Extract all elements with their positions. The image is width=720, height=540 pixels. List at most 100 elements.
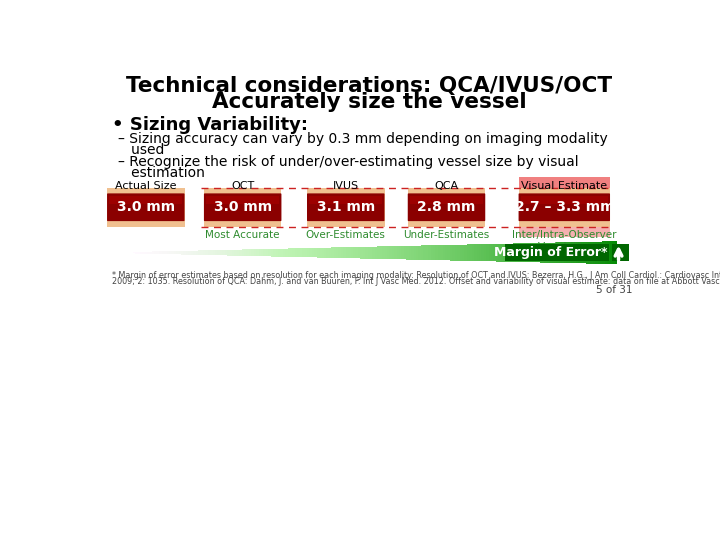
Bar xyxy=(402,246,404,259)
Bar xyxy=(593,242,595,264)
Bar xyxy=(171,251,174,254)
FancyBboxPatch shape xyxy=(107,193,184,221)
Bar xyxy=(109,195,182,204)
Bar xyxy=(489,244,491,261)
Bar xyxy=(157,252,159,254)
Bar xyxy=(370,247,372,259)
Text: Visual Estimate: Visual Estimate xyxy=(521,181,608,191)
Bar xyxy=(559,242,562,263)
Bar xyxy=(583,242,585,264)
Text: 5 of 31: 5 of 31 xyxy=(596,285,632,295)
Bar xyxy=(135,252,138,253)
Bar xyxy=(164,251,166,254)
Bar xyxy=(598,241,600,264)
Bar xyxy=(152,252,154,254)
Bar xyxy=(527,243,530,262)
Text: – Recognize the risk of under/over-estimating vessel size by visual: – Recognize the risk of under/over-estim… xyxy=(118,155,579,169)
Bar xyxy=(210,250,212,255)
Bar xyxy=(590,242,593,264)
Text: 3.0 mm: 3.0 mm xyxy=(117,200,175,214)
Bar xyxy=(348,247,351,258)
Bar xyxy=(363,247,365,259)
Bar xyxy=(503,244,505,262)
Bar xyxy=(390,246,392,259)
Bar xyxy=(462,245,464,261)
Bar xyxy=(420,246,423,260)
Bar xyxy=(237,249,239,256)
Bar xyxy=(546,242,549,262)
Bar xyxy=(174,251,176,254)
Bar xyxy=(518,244,520,262)
Bar xyxy=(392,246,394,259)
Bar xyxy=(295,248,297,257)
Bar xyxy=(227,250,230,255)
Bar xyxy=(358,247,360,259)
Bar xyxy=(384,246,387,259)
Bar xyxy=(516,244,518,262)
Bar xyxy=(244,249,246,256)
Bar xyxy=(603,241,605,264)
Bar xyxy=(324,248,326,258)
Text: Technical considerations: QCA/IVUS/OCT: Technical considerations: QCA/IVUS/OCT xyxy=(126,76,612,96)
Bar xyxy=(206,195,279,204)
Bar xyxy=(491,244,493,261)
Bar xyxy=(154,252,157,254)
Bar xyxy=(554,242,557,263)
Bar xyxy=(612,244,629,261)
Bar xyxy=(486,244,489,261)
Bar xyxy=(365,247,367,259)
Bar xyxy=(464,245,467,261)
Bar xyxy=(569,242,571,263)
Bar xyxy=(610,241,612,264)
FancyBboxPatch shape xyxy=(307,193,384,221)
Text: Inter/Intra-Observer
Variability: Inter/Intra-Observer Variability xyxy=(512,230,616,252)
Bar xyxy=(510,244,513,262)
Bar xyxy=(207,250,210,255)
Bar xyxy=(537,243,539,262)
Bar xyxy=(302,248,305,257)
FancyBboxPatch shape xyxy=(408,193,485,221)
Bar xyxy=(375,247,377,259)
Bar xyxy=(496,244,498,261)
Bar xyxy=(189,251,191,255)
Bar xyxy=(310,248,312,258)
Bar xyxy=(300,248,302,257)
Bar xyxy=(523,243,525,262)
Bar xyxy=(518,226,610,237)
Bar xyxy=(198,251,200,255)
Bar xyxy=(445,245,447,260)
Bar xyxy=(232,249,234,255)
Bar xyxy=(319,248,322,258)
Bar xyxy=(169,251,171,254)
Bar xyxy=(479,244,482,261)
Bar xyxy=(292,248,295,257)
Bar xyxy=(317,248,319,258)
Bar xyxy=(518,188,610,226)
Bar xyxy=(253,249,256,256)
Bar xyxy=(273,249,276,256)
Bar xyxy=(341,247,343,258)
Text: 3.1 mm: 3.1 mm xyxy=(317,200,375,214)
Bar xyxy=(428,245,431,260)
Bar xyxy=(394,246,397,259)
Bar xyxy=(181,251,184,254)
Bar xyxy=(333,247,336,258)
Bar xyxy=(508,244,510,262)
Bar xyxy=(387,246,390,259)
Text: IVUS: IVUS xyxy=(333,181,359,191)
Bar xyxy=(416,246,418,260)
Text: 2.7 – 3.3 mm: 2.7 – 3.3 mm xyxy=(515,200,614,214)
Text: 3.0 mm: 3.0 mm xyxy=(214,200,271,214)
Bar xyxy=(413,246,416,260)
Bar xyxy=(532,243,535,262)
Bar xyxy=(530,243,532,262)
Bar xyxy=(520,244,523,262)
Bar xyxy=(200,251,203,255)
Bar xyxy=(150,252,152,254)
Bar xyxy=(269,249,271,256)
Bar xyxy=(562,242,564,263)
Bar xyxy=(477,244,479,261)
Bar xyxy=(377,246,379,259)
Text: 2.8 mm: 2.8 mm xyxy=(418,200,476,214)
Bar xyxy=(615,241,617,264)
